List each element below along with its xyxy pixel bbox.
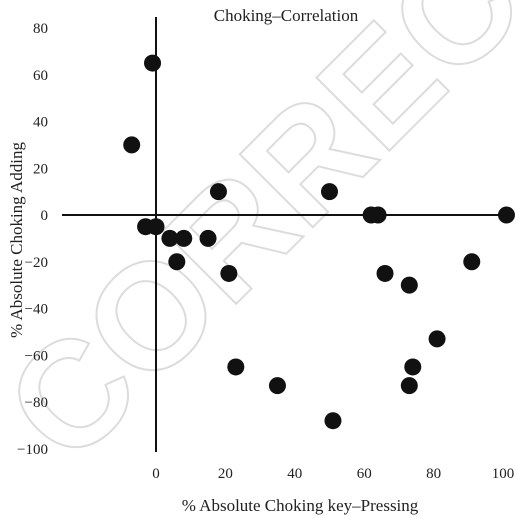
x-tick-label: 100: [492, 466, 515, 482]
data-point: [428, 330, 446, 348]
y-axis-label: % Absolute Choking Adding: [7, 142, 26, 338]
y-tick-label: 40: [33, 115, 48, 131]
data-point: [400, 276, 418, 294]
data-points: [123, 54, 515, 430]
y-tick-label: −60: [25, 348, 48, 364]
y-tick-label: 0: [41, 208, 49, 224]
x-tick-label: 0: [152, 466, 160, 482]
x-tick-label: 20: [218, 466, 233, 482]
data-point: [175, 229, 193, 247]
y-tick-label: 80: [33, 21, 48, 37]
x-tick-label: 80: [426, 466, 441, 482]
data-point: [227, 358, 245, 376]
y-tick-label: 20: [33, 161, 48, 177]
data-point: [404, 358, 422, 376]
data-point: [123, 136, 141, 154]
data-point: [400, 377, 418, 395]
data-point: [369, 206, 387, 224]
x-tick-label: 40: [287, 466, 302, 482]
tick-labels: 0 20 40 60 80 100 80 60 40 20 0 −20 −40 −60 −80 −100: [17, 21, 514, 482]
y-tick-label: −100: [17, 442, 48, 458]
data-point: [168, 253, 186, 271]
data-point: [220, 264, 238, 282]
y-tick-label: 60: [33, 68, 48, 84]
chart-title: Choking–Correlation: [214, 6, 359, 25]
data-point: [199, 229, 217, 247]
y-tick-label: −40: [25, 302, 48, 318]
y-tick-label: −80: [25, 395, 48, 411]
data-point: [268, 377, 286, 395]
watermark-text: CORRECTED: [0, 0, 515, 494]
watermark: CORRECTED: [0, 0, 515, 494]
data-point: [144, 54, 162, 72]
data-point: [376, 264, 394, 282]
x-tick-label: 60: [357, 466, 372, 482]
data-point: [161, 229, 179, 247]
data-point: [209, 183, 227, 201]
data-point: [463, 253, 481, 271]
y-tick-label: −20: [25, 255, 48, 271]
x-axis-label: % Absolute Choking key–Pressing: [182, 496, 419, 515]
data-point: [147, 218, 165, 236]
data-point: [324, 412, 342, 430]
data-point: [497, 206, 515, 224]
data-point: [321, 183, 338, 201]
